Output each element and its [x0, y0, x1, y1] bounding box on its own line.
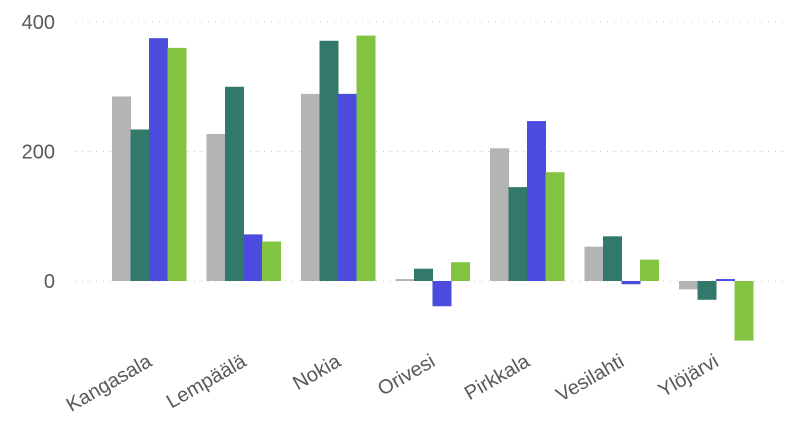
bar-orivesi-series-4 [451, 262, 470, 281]
bar-nokia-series-2 [319, 40, 339, 282]
y-axis-ticks: 0 200 400 [22, 12, 55, 293]
x-tick-label: Nokia [289, 350, 345, 395]
bar-kangasala-series-3 [149, 38, 168, 281]
bar-nokia-series-4 [356, 35, 376, 281]
bar-nokia-series-3 [338, 93, 357, 281]
bar-kangasala-series-1 [112, 96, 131, 282]
bar-ylöjärvi-series-1 [679, 281, 698, 290]
bar-orivesi-series-3 [432, 281, 452, 307]
y-tick-label: 400 [22, 12, 55, 34]
x-tick-label: Vesilahti [552, 350, 628, 406]
bar-pirkkala-series-2 [508, 187, 528, 281]
y-tick-label: 0 [44, 271, 55, 293]
bar-ylöjärvi-series-2 [697, 281, 717, 300]
x-tick-label: Orivesi [374, 350, 439, 400]
bar-vesilahti-series-1 [584, 246, 604, 281]
x-tick-label: Lempäälä [163, 350, 251, 413]
bar-ylöjärvi-series-4 [734, 281, 754, 341]
bar-vesilahti-series-4 [640, 259, 659, 281]
x-tick-label: Pirkkala [461, 350, 534, 405]
bar-lempäälä-series-1 [206, 134, 226, 281]
bar-lempäälä-series-2 [225, 86, 244, 281]
bar-kangasala-series-4 [167, 47, 187, 282]
x-tick-label: Kangasala [63, 350, 157, 417]
bars [112, 35, 754, 341]
bar-kangasala-series-2 [130, 129, 150, 281]
bar-pirkkala-series-3 [527, 121, 546, 281]
bar-orivesi-series-1 [395, 279, 415, 281]
bar-vesilahti-series-3 [621, 281, 641, 285]
bar-ylöjärvi-series-3 [716, 279, 735, 281]
x-tick-label: Ylöjärvi [655, 350, 723, 402]
y-tick-label: 200 [22, 142, 55, 164]
bar-lempäälä-series-4 [262, 241, 281, 281]
bar-vesilahti-series-2 [603, 236, 622, 281]
bar-nokia-series-1 [301, 93, 320, 281]
bar-orivesi-series-2 [414, 268, 433, 281]
bar-pirkkala-series-4 [545, 172, 565, 281]
bar-pirkkala-series-1 [490, 148, 509, 281]
x-axis-labels: Kangasala Lempäälä Nokia Orivesi Pirkkala Ves… [63, 350, 723, 417]
bar-lempäälä-series-3 [243, 234, 263, 281]
